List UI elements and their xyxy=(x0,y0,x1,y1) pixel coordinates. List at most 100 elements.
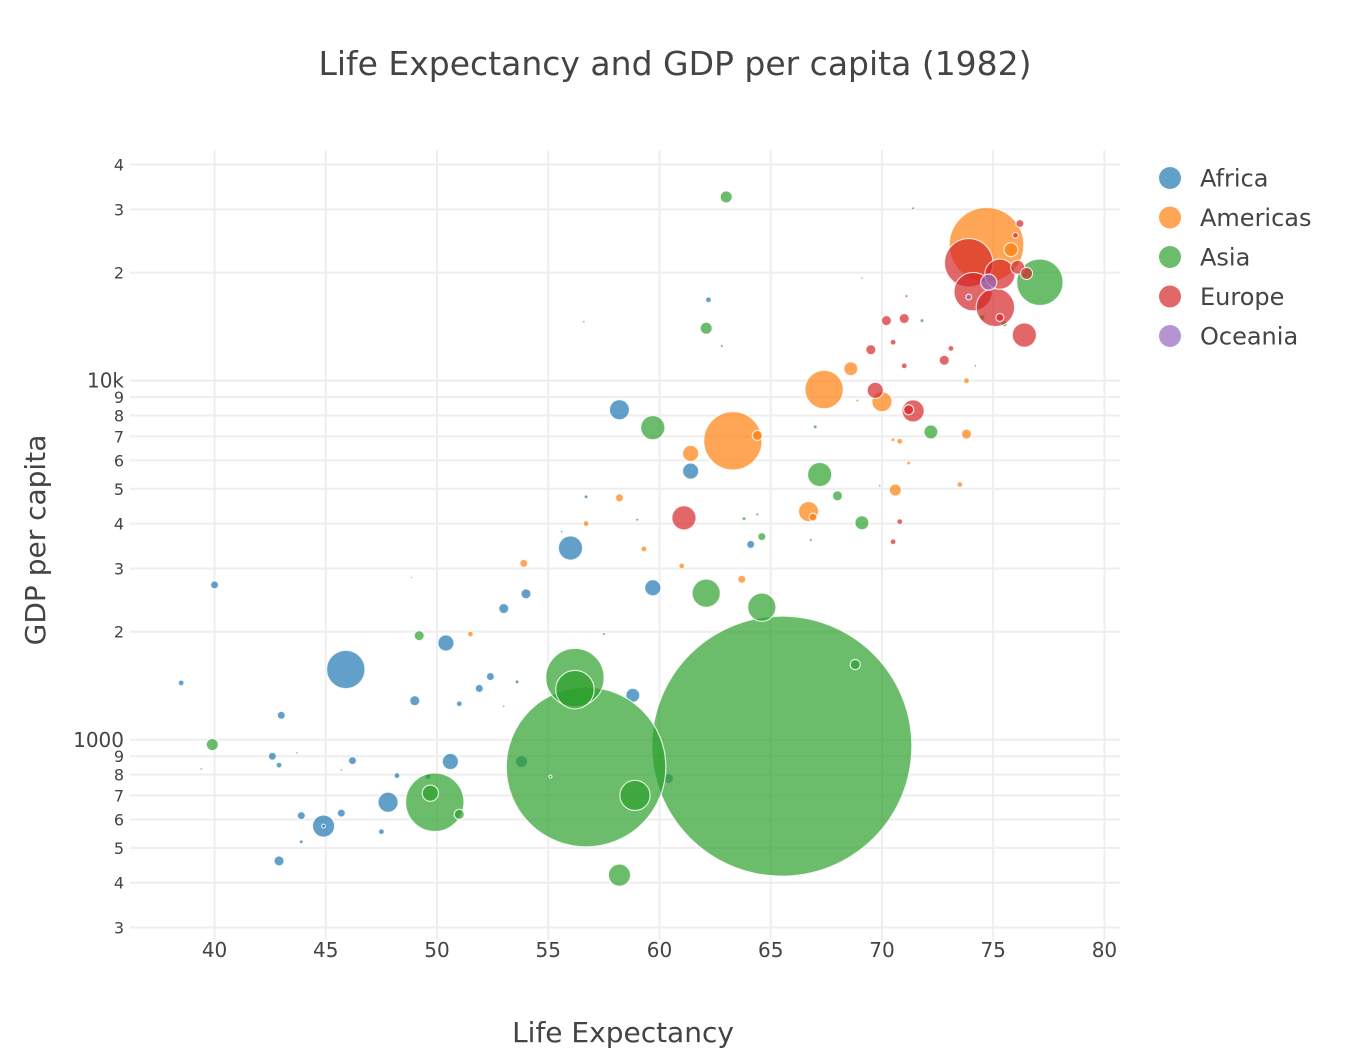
bubble-africa[interactable] xyxy=(746,539,756,550)
bubble-africa[interactable] xyxy=(498,602,510,615)
bubble-asia[interactable] xyxy=(413,630,425,642)
bubble-asia[interactable] xyxy=(205,737,219,752)
bubble-americas[interactable] xyxy=(678,562,686,570)
bubble-europe[interactable] xyxy=(896,518,904,526)
bubble-africa[interactable] xyxy=(276,710,286,720)
bubble-europe[interactable] xyxy=(1019,266,1034,281)
bubble-europe[interactable] xyxy=(865,344,877,356)
bubble-africa[interactable] xyxy=(455,700,463,708)
bubble-europe[interactable] xyxy=(938,354,950,366)
bubble-americas[interactable] xyxy=(960,428,973,440)
bubble-africa[interactable] xyxy=(520,588,532,600)
bubble-africa[interactable] xyxy=(298,839,304,845)
bubble-asia[interactable] xyxy=(619,779,651,812)
bubble-asia[interactable] xyxy=(831,490,844,502)
bubble-americas[interactable] xyxy=(890,437,896,443)
bubble-americas[interactable] xyxy=(466,630,474,638)
bubble-europe[interactable] xyxy=(995,312,1005,323)
bubble-asia[interactable] xyxy=(548,774,553,779)
bubble-asia[interactable] xyxy=(806,461,833,488)
bubble-americas[interactable] xyxy=(804,369,844,410)
bubble-africa[interactable] xyxy=(877,483,882,488)
bubble-asia[interactable] xyxy=(405,772,465,833)
bubble-asia[interactable] xyxy=(699,321,713,335)
legend-item-europe[interactable]: Europe xyxy=(1159,283,1284,311)
bubble-africa[interactable] xyxy=(583,494,589,500)
bubble-americas[interactable] xyxy=(737,574,747,584)
bubble-africa[interactable] xyxy=(485,671,496,682)
bubble-africa[interactable] xyxy=(295,750,299,755)
bubble-americas[interactable] xyxy=(614,493,625,503)
bubble-europe[interactable] xyxy=(947,344,955,352)
legend-item-americas[interactable]: Americas xyxy=(1159,204,1312,232)
bubble-africa[interactable] xyxy=(275,761,283,769)
bubble-africa[interactable] xyxy=(377,791,399,813)
bubble-asia[interactable] xyxy=(505,686,667,848)
bubble-europe[interactable] xyxy=(1011,322,1038,348)
bubble-africa[interactable] xyxy=(635,517,640,522)
bubble-americas[interactable] xyxy=(640,545,648,553)
bubble-africa[interactable] xyxy=(409,695,421,707)
bubble-africa[interactable] xyxy=(273,855,285,867)
bubble-asia[interactable] xyxy=(910,206,916,211)
legend-item-asia[interactable]: Asia xyxy=(1159,244,1250,272)
bubble-asia[interactable] xyxy=(741,516,747,522)
bubble-asia[interactable] xyxy=(640,414,666,441)
bubble-americas[interactable] xyxy=(896,437,904,445)
bubble-africa[interactable] xyxy=(393,772,401,780)
bubble-americas[interactable] xyxy=(409,575,414,580)
bubble-asia[interactable] xyxy=(421,784,440,802)
bubble-oceania[interactable] xyxy=(980,273,998,291)
bubble-europe[interactable] xyxy=(903,404,915,416)
bubble-asia[interactable] xyxy=(719,343,724,349)
bubble-africa[interactable] xyxy=(377,828,385,836)
bubble-africa[interactable] xyxy=(608,399,631,421)
bubble-africa[interactable] xyxy=(199,767,203,771)
legend-item-africa[interactable]: Africa xyxy=(1159,165,1268,193)
bubble-africa[interactable] xyxy=(441,752,460,771)
bubble-africa[interactable] xyxy=(325,649,366,690)
bubble-africa[interactable] xyxy=(437,634,455,652)
bubble-europe[interactable] xyxy=(900,362,908,370)
bubble-americas[interactable] xyxy=(855,398,860,403)
bubble-europe[interactable] xyxy=(671,505,697,531)
bubble-africa[interactable] xyxy=(177,679,185,687)
bubble-africa[interactable] xyxy=(582,319,586,324)
bubble-americas[interactable] xyxy=(906,460,912,466)
bubble-americas[interactable] xyxy=(808,512,818,522)
bubble-europe[interactable] xyxy=(904,294,909,299)
bubble-asia[interactable] xyxy=(719,190,733,204)
bubble-africa[interactable] xyxy=(339,767,344,772)
bubble-americas[interactable] xyxy=(956,480,964,488)
bubble-africa[interactable] xyxy=(559,529,564,534)
bubble-europe[interactable] xyxy=(880,314,893,327)
bubble-americas[interactable] xyxy=(751,429,764,442)
bubble-americas[interactable] xyxy=(1003,242,1019,258)
bubble-asia[interactable] xyxy=(860,276,864,280)
bubble-asia[interactable] xyxy=(757,532,767,542)
bubble-africa[interactable] xyxy=(501,704,506,709)
bubble-africa[interactable] xyxy=(557,535,584,561)
bubble-americas[interactable] xyxy=(681,444,700,463)
bubble-americas[interactable] xyxy=(962,377,970,385)
bubble-americas[interactable] xyxy=(888,483,902,497)
bubble-asia[interactable] xyxy=(651,615,913,877)
bubble-americas[interactable] xyxy=(703,411,763,471)
bubble-asia[interactable] xyxy=(919,318,925,324)
bubble-africa[interactable] xyxy=(347,756,358,766)
bubble-africa[interactable] xyxy=(808,537,813,543)
bubble-africa[interactable] xyxy=(336,808,346,818)
bubble-asia[interactable] xyxy=(923,424,939,440)
bubble-asia[interactable] xyxy=(849,658,861,671)
bubble-asia[interactable] xyxy=(607,863,632,887)
bubble-europe[interactable] xyxy=(866,381,884,400)
bubble-africa[interactable] xyxy=(209,580,220,590)
bubble-africa[interactable] xyxy=(267,751,277,761)
bubble-asia[interactable] xyxy=(747,592,777,622)
bubble-africa[interactable] xyxy=(296,811,306,821)
bubble-asia[interactable] xyxy=(453,808,465,820)
bubble-africa[interactable] xyxy=(514,679,520,685)
bubble-americas[interactable] xyxy=(582,520,590,528)
bubble-asia[interactable] xyxy=(691,578,721,608)
bubble-africa[interactable] xyxy=(681,462,700,480)
